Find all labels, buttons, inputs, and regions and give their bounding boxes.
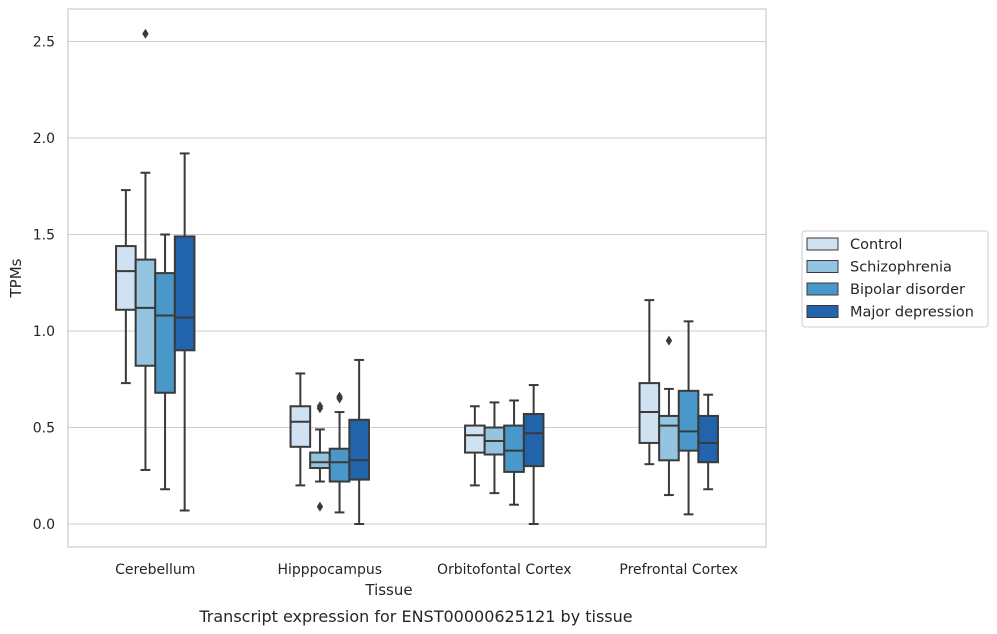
box-body	[464, 424, 486, 454]
boxes	[115, 28, 719, 525]
legend-frame	[801, 230, 989, 328]
legend-item: Bipolar disorder	[806, 282, 965, 298]
box-major-depression	[697, 393, 719, 491]
legend-item: Control	[806, 237, 902, 253]
legend-item: Major depression	[806, 305, 974, 321]
y-tick-labels: 0.0 0.5 1.0 1.5 2.0 2.5	[33, 35, 55, 534]
legend-swatch	[806, 305, 839, 318]
y-tick-label: 2.5	[33, 35, 55, 51]
y-tick-label: 0.5	[33, 421, 55, 437]
box-body	[115, 245, 137, 311]
y-tick-label: 1.5	[33, 228, 55, 244]
box-body	[309, 451, 331, 470]
outlier-point	[665, 335, 673, 346]
box-body	[697, 414, 719, 464]
legend-swatch	[806, 282, 839, 296]
legend-swatch	[806, 260, 839, 273]
box-body	[154, 272, 176, 394]
legend-item: Schizophrenia	[806, 260, 952, 276]
x-tick-labels: Cerebellum Hipppocampus Orbitofontal Corte…	[115, 562, 738, 578]
legend-label: Bipolar disorder	[850, 282, 965, 298]
box-major-depression	[522, 384, 545, 525]
box-control	[638, 299, 661, 466]
box-body	[503, 424, 525, 473]
box-schizophrenia	[309, 401, 331, 512]
box-major-depression	[348, 358, 370, 525]
box-control	[289, 372, 312, 487]
legend-label: Control	[850, 237, 902, 253]
chart-caption: Transcript expression for ENST0000062512…	[198, 607, 632, 626]
box-bipolar-disorder	[677, 320, 700, 516]
y-tick-label: 1.0	[33, 324, 55, 340]
y-tick-label: 0.0	[33, 517, 55, 533]
x-axis-label: Tissue	[364, 581, 412, 599]
box-body	[348, 418, 370, 481]
outlier-point	[316, 501, 324, 512]
legend-items: Control Schizophrenia Bipolar disorder Majo…	[806, 237, 974, 321]
x-tick-label: Hipppocampus	[277, 562, 382, 578]
outlier-point	[142, 28, 149, 39]
box-schizophrenia	[483, 401, 506, 495]
x-tick-label: Orbitofontal Cortex	[437, 562, 572, 578]
legend-label: Major depression	[850, 305, 974, 321]
box-body	[522, 412, 545, 468]
box-schizophrenia	[658, 335, 680, 497]
box-body	[328, 447, 351, 483]
y-tick-label: 2.0	[33, 131, 55, 147]
outlier-point	[336, 391, 343, 402]
legend-label: Schizophrenia	[850, 260, 952, 276]
box-body	[658, 414, 680, 462]
box-bipolar-disorder	[154, 233, 176, 491]
box-major-depression	[173, 152, 196, 512]
x-tick-label: Prefrontal Cortex	[619, 562, 738, 578]
y-axis-label: TPMs	[7, 258, 25, 298]
outlier-point	[316, 401, 324, 412]
legend: Control Schizophrenia Bipolar disorder Majo…	[801, 230, 989, 328]
x-tick-label: Cerebellum	[115, 562, 195, 578]
legend-swatch	[806, 237, 839, 251]
box-body	[173, 235, 196, 352]
box-body	[134, 258, 157, 367]
box-body	[677, 389, 700, 452]
box-body	[289, 405, 312, 448]
